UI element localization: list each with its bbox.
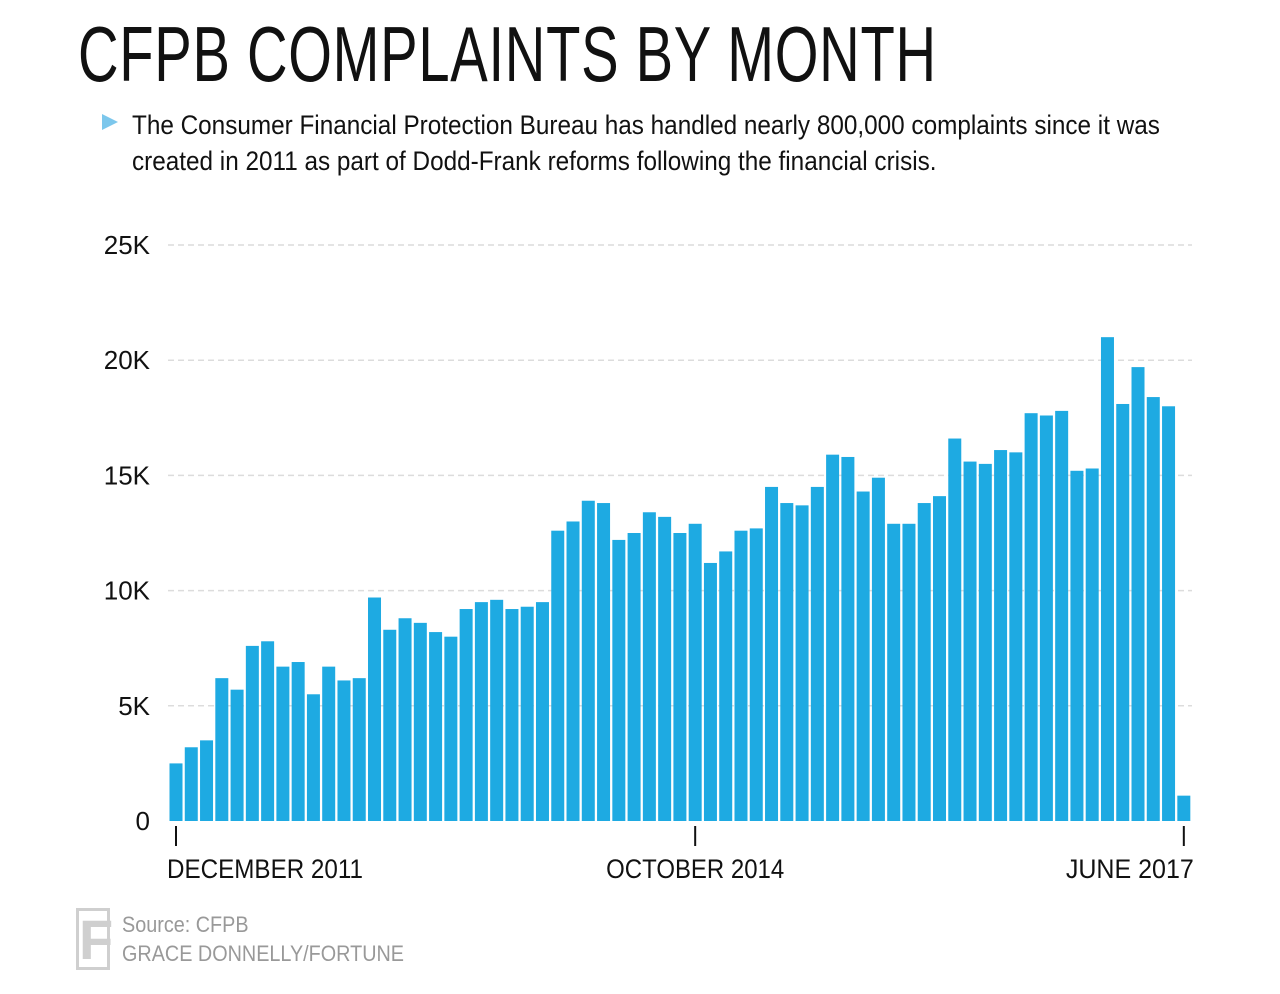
bar	[963, 461, 977, 821]
bar	[933, 496, 946, 821]
bar	[429, 632, 443, 821]
bar	[780, 503, 794, 821]
bar	[765, 486, 779, 821]
bar	[276, 666, 290, 821]
bar	[398, 618, 412, 821]
bar	[1116, 403, 1130, 821]
bar	[215, 678, 229, 821]
bar	[948, 438, 962, 821]
bar	[978, 463, 992, 821]
bar	[352, 678, 366, 821]
bar	[795, 505, 809, 821]
bar	[612, 539, 626, 821]
credit-text: GRACE DONNELLY/FORTUNE	[122, 941, 405, 966]
y-tick-label: 5K	[118, 691, 150, 721]
bar	[1024, 413, 1038, 821]
y-tick-label: 10K	[104, 576, 151, 606]
bar	[1131, 367, 1145, 821]
bar	[826, 454, 840, 821]
bar	[871, 477, 885, 821]
bar	[474, 602, 488, 821]
bar	[566, 521, 580, 821]
bar	[1085, 468, 1099, 821]
bar	[734, 530, 748, 821]
x-tick-label: OCTOBER 2014	[606, 854, 784, 884]
source-text: Source: CFPB	[122, 912, 249, 937]
bar	[368, 597, 382, 821]
bar	[1070, 470, 1084, 821]
bar	[551, 530, 565, 821]
x-tick-label: JUNE 2017	[1066, 854, 1194, 884]
bar	[169, 763, 183, 821]
y-tick-label: 20K	[104, 345, 151, 375]
x-tick-label: DECEMBER 2011	[167, 854, 363, 884]
bar	[459, 609, 473, 821]
bar	[902, 523, 916, 821]
bar	[245, 645, 259, 821]
bar	[1146, 397, 1160, 821]
bar	[1009, 452, 1023, 821]
bar	[444, 636, 458, 821]
bar	[1039, 415, 1053, 821]
bar	[887, 523, 901, 821]
bar	[749, 528, 763, 821]
fortune-logo: F	[76, 908, 113, 970]
bar	[642, 512, 656, 821]
bar	[291, 662, 305, 821]
bar	[184, 747, 198, 821]
bar	[306, 694, 320, 821]
bar	[627, 533, 641, 821]
bar	[688, 523, 702, 821]
y-tick-label: 15K	[104, 460, 151, 490]
bar	[597, 503, 611, 821]
bar	[994, 450, 1008, 821]
bar	[856, 491, 870, 821]
bar	[1055, 410, 1069, 821]
bar	[581, 500, 595, 821]
bar	[261, 641, 275, 821]
chart-subtitle: The Consumer Financial Protection Bureau…	[132, 110, 1160, 176]
bar	[200, 740, 214, 821]
bar	[1162, 406, 1176, 821]
bar	[230, 689, 244, 821]
bar	[1177, 795, 1191, 821]
bar	[1100, 337, 1114, 821]
bar	[413, 622, 427, 821]
bar	[917, 503, 931, 821]
bar	[383, 629, 397, 821]
bar	[322, 666, 336, 821]
bar	[703, 562, 717, 821]
bar	[658, 516, 672, 821]
y-tick-label: 0	[136, 806, 150, 836]
bar	[337, 680, 351, 821]
bar	[520, 606, 534, 821]
bar	[719, 551, 733, 821]
bar	[810, 486, 824, 821]
bar	[841, 456, 855, 821]
chart-title: CFPB COMPLAINTS BY MONTH	[78, 10, 937, 98]
bar	[505, 609, 519, 821]
bar	[490, 599, 504, 821]
bar	[673, 533, 687, 821]
bullet-triangle-icon	[102, 114, 118, 130]
bar	[535, 602, 549, 821]
y-tick-label: 25K	[104, 230, 151, 260]
